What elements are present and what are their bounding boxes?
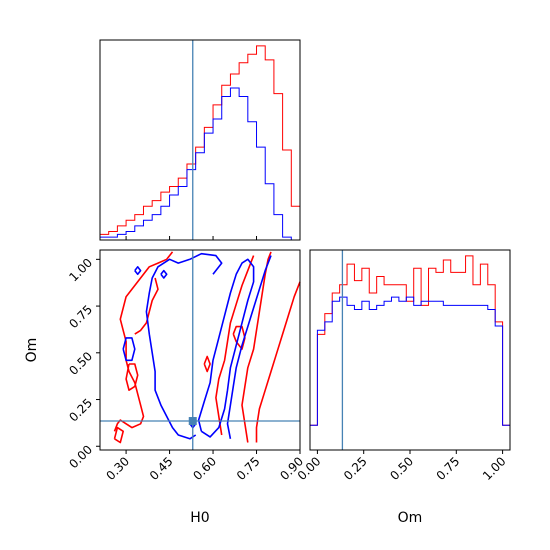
- contour-blue: [134, 265, 142, 276]
- contour-blue: [226, 255, 272, 439]
- contour-red: [255, 281, 301, 443]
- y-tick-label-om: 0.75: [66, 302, 95, 331]
- y-tick-label-om: 0.00: [66, 442, 95, 471]
- hist-om-red-series: [309, 255, 511, 450]
- y-tick-label-om: 0.50: [66, 349, 95, 378]
- hist-h0-red-series: [99, 45, 301, 240]
- contour-blue: [197, 258, 255, 438]
- x-tick-label-om: 0.75: [434, 454, 463, 483]
- x-tick-label-h0: 0.60: [190, 454, 219, 483]
- contour-red: [215, 255, 255, 436]
- x-tick-label-om: 1.00: [480, 454, 509, 483]
- contour-red: [113, 426, 124, 444]
- contour-red: [113, 251, 174, 432]
- contour-red: [134, 277, 159, 335]
- x-tick-label-om: 0.25: [341, 454, 370, 483]
- y-tick-label-om: 0.25: [66, 396, 95, 425]
- contour-blue: [122, 337, 136, 362]
- contour-blue: [189, 252, 223, 275]
- x-tick-label-h0: 0.75: [234, 454, 263, 483]
- hist-om-panel: 0.00 0.25 0.50 0.75 1.00 Om: [295, 249, 511, 526]
- contour-red: [241, 251, 272, 443]
- y-tick-label-om: 1.00: [66, 256, 95, 285]
- truth-marker: [188, 417, 197, 426]
- y-axis-label-om: Om: [24, 338, 40, 363]
- scatter-contour-panel: 0.30 0.45 0.60 0.75 0.90 0.000.250.500.751.0…: [24, 249, 306, 526]
- x-axis-label-h0: H0: [190, 510, 209, 526]
- contour-frame: [99, 249, 301, 451]
- contour-red: [203, 355, 211, 373]
- hist-om-blue-series: [309, 296, 511, 450]
- contour-blue: [145, 258, 197, 440]
- x-tick-label-om: 0.50: [387, 454, 416, 483]
- contour-red: [125, 363, 139, 392]
- contour-blue: [160, 269, 168, 279]
- hist-h0-panel: [99, 39, 301, 241]
- x-tick-label-h0: 0.45: [147, 454, 176, 483]
- x-axis-label-om: Om: [398, 510, 423, 526]
- x-tick-label-h0: 0.30: [103, 454, 132, 483]
- hist-h0-blue-series: [99, 87, 300, 241]
- hist-h0-frame: [99, 39, 301, 241]
- contour-red: [232, 325, 246, 350]
